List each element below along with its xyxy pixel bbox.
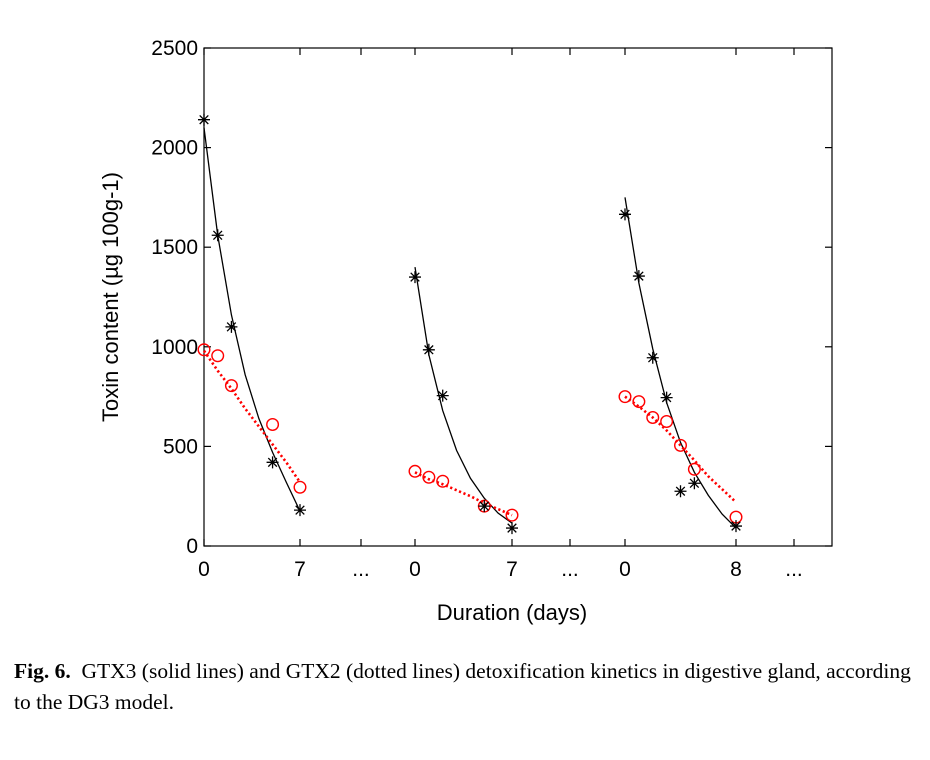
gtx2-point (408, 464, 422, 478)
x-tick-label: ... (561, 558, 579, 581)
x-tick-label: ... (352, 558, 370, 581)
panel-2 (408, 267, 519, 535)
gtx3-point (478, 500, 491, 513)
gtx3-point (211, 229, 224, 242)
x-tick-label: 0 (409, 558, 421, 581)
gtx2-point (505, 508, 519, 522)
y-tick-label: 500 (163, 435, 198, 458)
gtx3-point (730, 520, 742, 533)
gtx3-fit-line (203, 127, 301, 512)
gtx3-point (660, 391, 673, 404)
y-tick-label: 2000 (151, 137, 198, 160)
gtx3-point (632, 270, 645, 283)
caption-text: GTX3 (solid lines) and GTX2 (dotted line… (14, 659, 911, 714)
x-tick-label: 7 (506, 558, 518, 581)
panel-1 (197, 113, 307, 517)
gtx3-point (674, 485, 687, 498)
gtx3-point (436, 389, 449, 402)
gtx3-fit-line (414, 267, 513, 524)
y-axis-label: Toxin content (µg 100g-1) (98, 172, 123, 422)
gtx2-point (436, 474, 450, 488)
x-tick-label: 0 (619, 558, 631, 581)
gtx3-point (619, 208, 631, 221)
caption-label: Fig. 6. (14, 659, 71, 683)
y-tick-label: 1500 (151, 236, 198, 259)
x-tick-label: ... (785, 558, 803, 581)
chart: 0 500 1000 1500 2000 2500 0 7... 0 7... 0 8... Tox… (98, 37, 833, 625)
x-tick-label: 8 (730, 558, 742, 581)
gtx2-point (266, 417, 280, 431)
gtx2-point (687, 462, 701, 476)
gtx3-point (688, 477, 701, 490)
gtx3-point (422, 343, 435, 356)
gtx3-point (198, 113, 210, 126)
gtx3-fit-line (624, 197, 737, 529)
gtx2-point (197, 343, 211, 357)
gtx3-point (225, 320, 238, 333)
series-layer (197, 113, 743, 535)
gtx3-point (409, 271, 421, 284)
gtx2-fit-line (624, 395, 737, 504)
y-axis: 0 500 1000 1500 2000 2500 (151, 37, 832, 558)
gtx2-point (660, 415, 674, 429)
gtx2-point (674, 438, 688, 452)
y-tick-label: 2500 (151, 37, 198, 60)
x-tick-label: 0 (198, 558, 210, 581)
gtx3-point (506, 522, 518, 535)
y-tick-label: 1000 (151, 336, 198, 359)
gtx2-point (632, 395, 646, 409)
y-tick-label: 0 (186, 535, 198, 558)
gtx2-point (618, 390, 632, 404)
x-tick-label: 7 (294, 558, 306, 581)
x-axis: 0 7... 0 7... 0 8... (198, 48, 803, 581)
plot-frame (203, 47, 833, 547)
gtx2-fit-line (414, 471, 513, 517)
gtx3-point (294, 504, 306, 517)
gtx2-point (211, 349, 225, 363)
gtx2-fit-line (202, 350, 302, 483)
gtx2-point (293, 480, 307, 494)
gtx2-point (224, 379, 238, 393)
gtx2-point (646, 411, 660, 425)
gtx2-point (422, 470, 436, 484)
figure-caption: Fig. 6. GTX3 (solid lines) and GTX2 (dot… (14, 656, 924, 718)
x-axis-label: Duration (days) (437, 600, 587, 625)
gtx3-point (646, 351, 659, 364)
panel-3 (618, 197, 743, 533)
gtx3-point (266, 456, 279, 469)
